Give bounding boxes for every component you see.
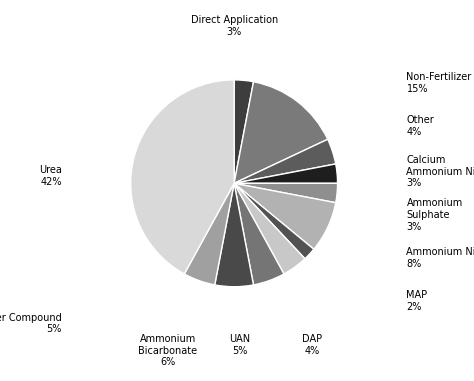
Text: Non-Fertilizer Uses
15%: Non-Fertilizer Uses 15% [407,72,474,94]
Text: Direct Application
3%: Direct Application 3% [191,15,278,37]
Wedge shape [234,82,328,183]
Text: DAP
4%: DAP 4% [301,334,322,356]
Wedge shape [215,183,254,287]
Wedge shape [234,164,337,183]
Text: Urea
42%: Urea 42% [39,165,62,187]
Text: MAP
2%: MAP 2% [407,290,428,312]
Wedge shape [184,183,234,285]
Wedge shape [234,183,284,285]
Text: Ammonium
Sulphate
3%: Ammonium Sulphate 3% [407,199,463,232]
Wedge shape [131,80,234,274]
Text: Other
4%: Other 4% [407,115,434,137]
Wedge shape [234,80,254,183]
Wedge shape [234,183,337,203]
Wedge shape [234,183,314,259]
Text: Calcium
Ammonium Nitrate
3%: Calcium Ammonium Nitrate 3% [407,155,474,189]
Text: UAN
5%: UAN 5% [229,334,250,356]
Text: Other Compound
5%: Other Compound 5% [0,312,62,334]
Text: Ammonium Nitrate
8%: Ammonium Nitrate 8% [407,247,474,269]
Wedge shape [234,139,336,183]
Wedge shape [234,183,305,274]
Text: Ammonium
Bicarbonate
6%: Ammonium Bicarbonate 6% [138,334,198,367]
Wedge shape [234,183,336,249]
